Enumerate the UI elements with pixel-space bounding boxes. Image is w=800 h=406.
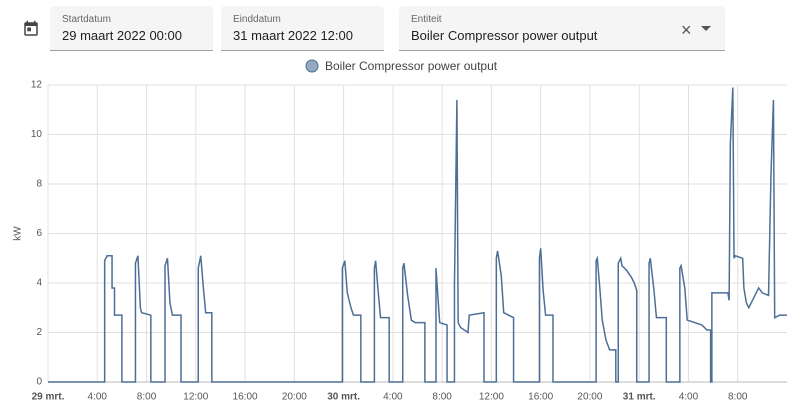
x-tick-label: 30 mrt. (327, 392, 360, 403)
x-tick-label: 4:00 (679, 392, 699, 403)
x-tick-label: 20:00 (577, 392, 602, 403)
legend-swatch (305, 59, 319, 73)
x-tick-label: 16:00 (528, 392, 553, 403)
x-tick-label: 4:00 (88, 392, 108, 403)
x-tick-label: 29 mrt. (32, 392, 65, 403)
y-tick-label: 2 (36, 327, 42, 338)
start-field[interactable]: Startdatum 29 maart 2022 00:00 (50, 6, 213, 51)
y-tick-label: 8 (36, 179, 42, 190)
field-label: Entiteit (411, 14, 442, 25)
clear-button[interactable]: × (681, 20, 692, 40)
x-tick-label: 12:00 (183, 392, 208, 403)
x-tick-label: 16:00 (233, 392, 258, 403)
y-tick-label: 10 (31, 129, 43, 140)
x-tick-label: 8:00 (728, 392, 748, 403)
dropdown-arrow[interactable] (701, 26, 711, 32)
field-label: Startdatum (62, 14, 111, 25)
y-tick-label: 4 (36, 278, 42, 289)
legend-label: Boiler Compressor power output (325, 59, 498, 73)
x-tick-label: 31 mrt. (623, 392, 656, 403)
entity-field[interactable]: Entiteit Boiler Compressor power output × (399, 6, 725, 51)
y-axis-label: kW (13, 226, 24, 241)
x-tick-label: 8:00 (137, 392, 157, 403)
end-field[interactable]: Einddatum 31 maart 2022 12:00 (221, 6, 384, 51)
y-tick-label: 6 (36, 228, 42, 239)
x-tick-label: 4:00 (383, 392, 403, 403)
field-value: 31 maart 2022 12:00 (233, 28, 353, 43)
field-value: 29 maart 2022 00:00 (62, 28, 182, 43)
data-line (48, 87, 787, 383)
field-label: Einddatum (233, 14, 281, 25)
x-tick-label: 8:00 (432, 392, 452, 403)
y-tick-label: 12 (31, 80, 43, 91)
field-value: Boiler Compressor power output (411, 28, 598, 43)
x-tick-label: 12:00 (479, 392, 504, 403)
y-tick-label: 0 (36, 377, 42, 388)
x-tick-label: 20:00 (282, 392, 307, 403)
calendar-icon[interactable] (22, 19, 40, 39)
